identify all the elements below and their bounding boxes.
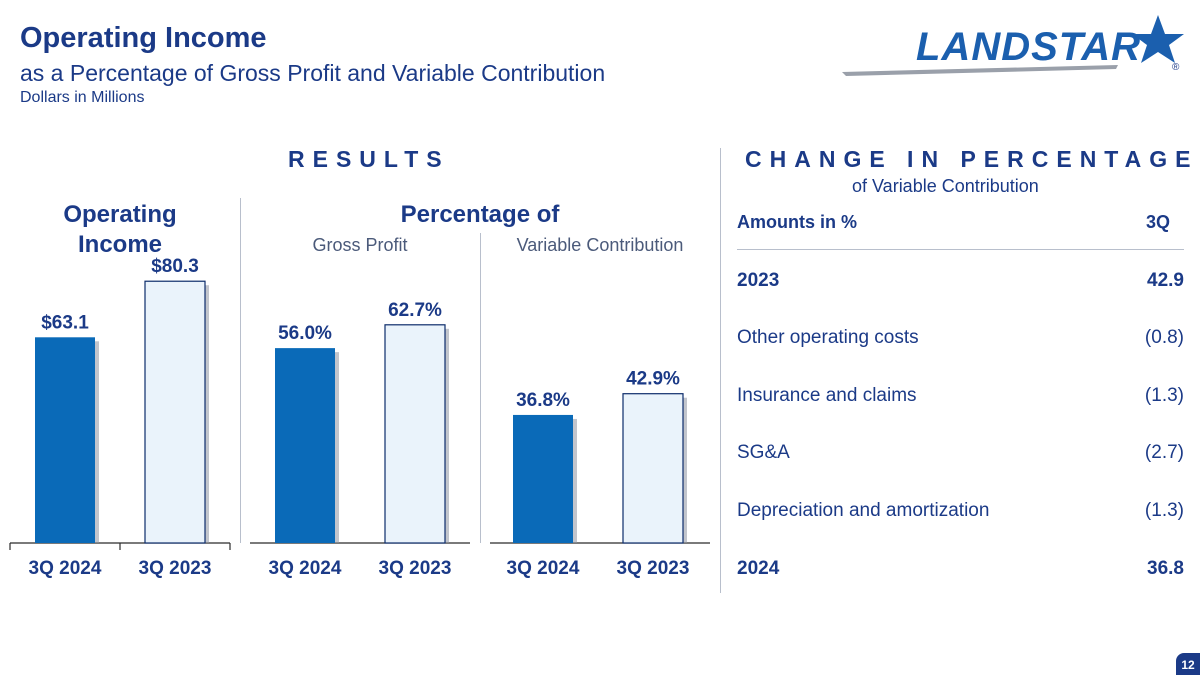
- variable-contribution-label: Variable Contribution: [516, 235, 684, 255]
- table-row-label: SG&A: [737, 442, 790, 463]
- chart-2-value-label-1: 42.9%: [626, 369, 680, 390]
- table-row-value: (1.3): [1144, 500, 1184, 521]
- operating-income-title: Operating Income: [20, 200, 220, 260]
- chart-1-bar-1: [384, 324, 446, 544]
- operating-income-title-line1: Operating: [63, 201, 177, 228]
- table-row-value: (1.3): [1144, 385, 1184, 406]
- table-row-label: 2024: [737, 558, 780, 579]
- table-row-label: Depreciation and amortization: [737, 500, 990, 521]
- chart-2-category-label-0: 3Q 2024: [507, 558, 580, 579]
- table-row-value: (2.7): [1144, 442, 1184, 463]
- table-row-value: 36.8: [1147, 558, 1184, 579]
- chart-0-value-label-1: $80.3: [151, 256, 199, 277]
- chart-0-value-label-0: $63.1: [41, 312, 89, 333]
- chart-1-value-label-1: 62.7%: [388, 300, 442, 321]
- table-row-value: (0.8): [1144, 327, 1184, 348]
- landstar-logo: LANDSTAR ®: [838, 12, 1188, 82]
- change-subheading: of Variable Contribution: [852, 176, 1039, 196]
- results-heading: RESULTS: [288, 146, 450, 172]
- results-bar-charts: $63.1 3Q 2024 $80.3 3Q 2023 56.0% 3Q 2024 62.7…: [9, 256, 710, 579]
- change-heading: CHANGE IN PERCENTAGE: [745, 146, 1199, 172]
- chart-0-category-label-1: 3Q 2023: [139, 558, 212, 579]
- table-header-period: 3Q: [1145, 212, 1170, 232]
- chart-2-category-label-1: 3Q 2023: [617, 558, 690, 579]
- star-icon: [1132, 15, 1184, 63]
- chart-0-bar-0: [35, 337, 95, 543]
- logo-swoosh: [842, 65, 1118, 76]
- gross-profit-label: Gross Profit: [312, 235, 408, 255]
- chart-1-category-label-1: 3Q 2023: [379, 558, 452, 579]
- table-row-label: 2023: [737, 270, 780, 291]
- chart-2-bar-1: [622, 393, 684, 544]
- chart-0-category-label-0: 3Q 2024: [29, 558, 102, 579]
- table-row-label: Insurance and claims: [737, 385, 917, 406]
- page-subtitle: as a Percentage of Gross Profit and Vari…: [20, 60, 606, 86]
- units-note: Dollars in Millions: [20, 89, 145, 106]
- divider-gp-vc: [480, 233, 481, 543]
- chart-1-bar-0: [275, 348, 335, 543]
- table-row-label: Other operating costs: [737, 327, 919, 348]
- table-row-value: 42.9: [1147, 270, 1184, 291]
- chart-0-bar-1: [144, 280, 206, 544]
- percentage-title: Percentage of: [400, 201, 560, 228]
- chart-2-value-label-0: 36.8%: [516, 390, 570, 411]
- operating-income-title-line2: Income: [77, 231, 163, 258]
- divider-results-change: [720, 148, 721, 593]
- divider-income-percent: [240, 198, 241, 543]
- registered-mark: ®: [1172, 62, 1180, 73]
- table-header-rule: [737, 249, 1184, 250]
- chart-1-category-label-0: 3Q 2024: [269, 558, 342, 579]
- chart-1-value-label-0: 56.0%: [278, 323, 332, 344]
- page-title: Operating Income: [20, 22, 267, 54]
- table-header-label: Amounts in %: [737, 212, 857, 232]
- page-number: 12: [1176, 653, 1200, 675]
- logo-text: LANDSTAR: [916, 25, 1141, 69]
- chart-2-bar-0: [513, 414, 573, 543]
